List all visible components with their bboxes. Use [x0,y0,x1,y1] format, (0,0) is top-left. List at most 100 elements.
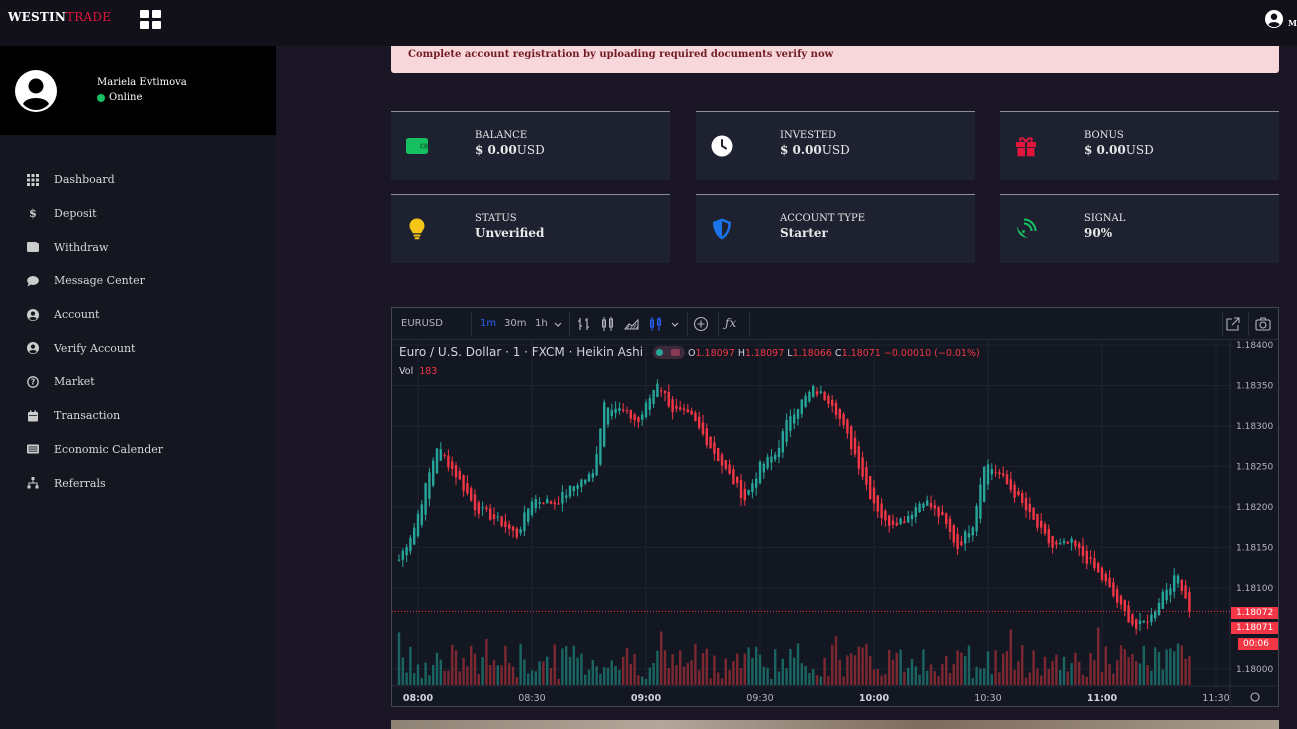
sidebar-item-dashboard[interactable]: Dashboard [0,163,276,197]
candle-body [880,503,883,519]
candle-body [1138,620,1142,625]
candle-body [618,408,621,411]
volume-bar [690,660,693,685]
market-status-badge[interactable] [653,345,686,359]
volume-bar [979,668,982,685]
volume-bar [515,677,518,685]
candle-body [774,454,777,460]
volume-bar [1085,676,1088,685]
candle-body [557,503,560,505]
verification-alert[interactable]: Complete account registration by uploadi… [391,46,1279,73]
sidebar-item-label: Transaction [54,409,121,423]
volume-bar [758,654,762,685]
popout-icon[interactable] [1225,316,1241,332]
toolbar-divider [687,312,688,336]
candle-body [458,471,461,480]
volume-bar [675,665,678,685]
candle-body [910,514,914,520]
toolbar-divider [718,312,719,336]
volume-bar [777,671,781,685]
candle-body [1131,614,1134,625]
profile-name: Mariela Evtimova [97,77,187,88]
volume-bar [633,654,636,685]
function-icon[interactable]: ƒx [725,316,737,330]
candle-body [580,479,583,487]
volume-bar [804,666,807,685]
symbol-search[interactable]: EURUSD [401,318,443,329]
candle-body [523,512,526,532]
candle-body [584,479,587,484]
volume-bar [625,647,629,685]
candle-body [599,428,602,465]
sitemap-icon [26,476,40,490]
candle-body [766,456,769,469]
interval-1h[interactable]: 1h [535,318,548,329]
sidebar-item-label: Verify Account [54,341,136,355]
add-indicator-icon[interactable] [693,316,709,332]
volume-bar [717,672,720,685]
candlestick-chart[interactable]: 1.18400 1.18350 1.18300 1.18250 1.18200 1.181… [392,341,1278,707]
user-account-icon[interactable] [1265,10,1283,28]
candle-body [713,442,716,454]
sidebar-item-message-center[interactable]: Message Center [0,264,276,298]
candle-body [834,402,838,416]
candle-body [937,506,940,517]
camera-icon[interactable] [1255,316,1271,332]
sidebar-item-account[interactable]: Account [0,298,276,332]
countdown-value: 00:06 [1243,639,1269,649]
volume-bar [793,657,796,685]
candle-body [473,494,477,511]
volume-bar [523,659,526,685]
heikin-ashi-icon[interactable] [648,316,664,332]
volume-bar [857,646,860,685]
ohlc-values: O1.18097 H1.18097 L1.18066 C1.18071 −0.0… [688,348,980,359]
menu-toggle-icon[interactable] [140,10,161,29]
volume-bar [671,654,674,685]
invested-label: INVESTED [780,130,837,141]
volume-bar [853,655,857,685]
sidebar-item-verify-account[interactable]: Verify Account [0,331,276,365]
candle-body [869,475,872,500]
chevron-down-icon[interactable] [553,316,563,332]
user-menu-label[interactable]: M [1288,18,1297,28]
grid-icon [26,173,40,187]
candle-body [922,503,925,508]
sidebar-item-referrals[interactable]: Referrals [0,466,276,500]
candle-body [633,414,636,421]
candle-body [1161,591,1164,609]
volume-bar [1028,672,1031,685]
candle-body [1173,575,1176,592]
sidebar-item-withdraw[interactable]: Withdraw [0,230,276,264]
sidebar-item-market[interactable]: ? Market [0,365,276,399]
volume-bar [895,652,898,685]
candle-body [435,448,439,474]
volume-bar [720,678,724,685]
volume-bar [572,645,575,685]
interval-1m[interactable]: 1m [480,318,497,329]
candle-body [1009,479,1012,490]
sidebar-item-transaction[interactable]: Transaction [0,399,276,433]
volume-bar [447,670,450,685]
volume-bar [424,662,427,685]
volume-bar [1032,650,1035,685]
area-chart-icon[interactable] [624,316,640,332]
volume-bar [1169,648,1172,685]
volume-bar [542,661,545,685]
volume-bar [527,673,530,685]
volume-bar [428,675,431,685]
candle-body [933,505,936,509]
candle-body [1142,620,1145,623]
sidebar-item-deposit[interactable]: $ Deposit [0,197,276,231]
interval-30m[interactable]: 30m [504,318,527,329]
candle-body [1108,577,1111,588]
volume-bar [884,674,887,685]
brand-logo[interactable]: WESTINTRADE [8,10,111,24]
volume-bar [785,668,788,685]
compare-bars-icon[interactable] [576,316,592,332]
chart-settings-icon[interactable] [1250,692,1260,702]
chevron-down-icon[interactable] [670,316,680,332]
sidebar-item-economic-calender[interactable]: Economic Calender [0,433,276,467]
candle-body [1024,497,1028,511]
candles-icon[interactable] [600,316,616,332]
toolbar-divider [1248,312,1249,336]
